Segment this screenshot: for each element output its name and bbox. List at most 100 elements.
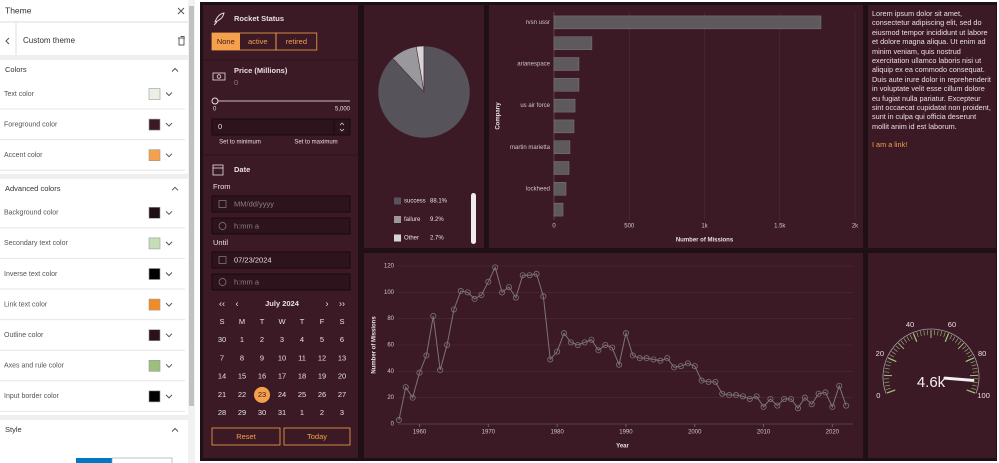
point[interactable]: [561, 330, 568, 337]
point[interactable]: [746, 395, 753, 402]
point[interactable]: [457, 288, 464, 295]
point[interactable]: [574, 341, 581, 348]
day[interactable]: 3: [280, 335, 284, 344]
point[interactable]: [650, 356, 657, 363]
point[interactable]: [437, 367, 444, 374]
color-swatch[interactable]: [148, 149, 161, 161]
filter-button[interactable]: [275, 32, 318, 51]
bar[interactable]: [553, 202, 564, 217]
color-swatch[interactable]: [148, 237, 161, 250]
day[interactable]: 2: [260, 335, 264, 344]
bar[interactable]: [553, 140, 571, 154]
color-swatch[interactable]: [148, 390, 161, 403]
day[interactable]: 29: [238, 408, 246, 417]
scrollbar-thumb[interactable]: [189, 6, 194, 406]
bar[interactable]: [553, 57, 580, 71]
filter-label[interactable]: retired: [286, 37, 307, 46]
day[interactable]: 22: [238, 390, 246, 399]
point[interactable]: [657, 357, 664, 364]
point[interactable]: [794, 405, 801, 412]
point[interactable]: [622, 330, 629, 337]
point[interactable]: [664, 355, 671, 362]
point[interactable]: [712, 378, 719, 385]
point[interactable]: [829, 403, 836, 410]
point[interactable]: [505, 284, 512, 291]
day[interactable]: 26: [318, 390, 326, 399]
day[interactable]: 17: [278, 372, 286, 381]
day[interactable]: 1: [240, 335, 244, 344]
calendar-nav[interactable]: ››: [339, 298, 345, 308]
point[interactable]: [478, 291, 485, 298]
point[interactable]: [499, 289, 506, 296]
point[interactable]: [581, 339, 588, 346]
day[interactable]: 21: [218, 390, 226, 399]
day[interactable]: 18: [298, 372, 306, 381]
color-swatch[interactable]: [148, 268, 161, 280]
day[interactable]: 28: [218, 408, 226, 417]
back-icon[interactable]: [5, 37, 10, 45]
point[interactable]: [464, 289, 471, 296]
link-button[interactable]: Set to maximum: [294, 140, 337, 146]
point[interactable]: [760, 403, 767, 410]
point[interactable]: [485, 278, 492, 285]
slider-thumb[interactable]: [211, 97, 219, 105]
input[interactable]: [211, 251, 351, 269]
point[interactable]: [616, 361, 623, 368]
filter-label[interactable]: None: [217, 37, 235, 46]
day[interactable]: 31: [278, 408, 286, 417]
spin-up[interactable]: [339, 122, 345, 126]
point[interactable]: [492, 264, 499, 271]
point[interactable]: [705, 378, 712, 385]
input[interactable]: [211, 217, 351, 235]
point[interactable]: [629, 352, 636, 359]
link[interactable]: I am a link!: [872, 140, 908, 150]
bar[interactable]: [553, 78, 580, 92]
point[interactable]: [409, 394, 416, 401]
point[interactable]: [533, 270, 540, 277]
point[interactable]: [423, 352, 430, 359]
color-swatch[interactable]: [148, 298, 161, 311]
tab[interactable]: [76, 458, 112, 463]
day[interactable]: 24: [278, 390, 286, 399]
input[interactable]: [211, 118, 351, 136]
point[interactable]: [588, 336, 595, 343]
point[interactable]: [547, 356, 554, 363]
point[interactable]: [677, 363, 684, 370]
day[interactable]: 13: [338, 353, 346, 362]
scrollbar-thumb[interactable]: [471, 193, 476, 244]
day[interactable]: 12: [318, 353, 326, 362]
point[interactable]: [636, 355, 643, 362]
day[interactable]: 23: [258, 390, 266, 399]
day[interactable]: 9: [260, 353, 264, 362]
point[interactable]: [684, 360, 691, 367]
calendar-nav[interactable]: ‹‹: [219, 298, 225, 308]
point[interactable]: [471, 295, 478, 302]
selected-day[interactable]: [254, 386, 270, 403]
color-swatch[interactable]: [148, 88, 161, 100]
day[interactable]: 1: [300, 408, 304, 417]
day[interactable]: 4: [300, 335, 304, 344]
day[interactable]: 16: [258, 372, 266, 381]
day[interactable]: 5: [320, 335, 324, 344]
point[interactable]: [719, 390, 726, 397]
button-label[interactable]: Reset: [236, 432, 257, 441]
button-label[interactable]: Today: [307, 432, 327, 441]
point[interactable]: [671, 364, 678, 371]
bar[interactable]: [553, 182, 567, 196]
point[interactable]: [402, 384, 409, 391]
day[interactable]: 15: [238, 372, 246, 381]
spin-down[interactable]: [339, 128, 345, 132]
point[interactable]: [450, 306, 457, 313]
day[interactable]: 11: [298, 353, 306, 362]
day[interactable]: 25: [298, 390, 306, 399]
point[interactable]: [767, 395, 774, 402]
point[interactable]: [395, 417, 402, 424]
day[interactable]: 8: [240, 353, 244, 362]
bar[interactable]: [553, 15, 822, 30]
section-title[interactable]: Advanced colors: [5, 184, 61, 193]
point[interactable]: [726, 392, 733, 399]
point[interactable]: [595, 347, 602, 354]
point[interactable]: [733, 392, 740, 399]
tab[interactable]: [111, 457, 173, 463]
point[interactable]: [691, 363, 698, 370]
